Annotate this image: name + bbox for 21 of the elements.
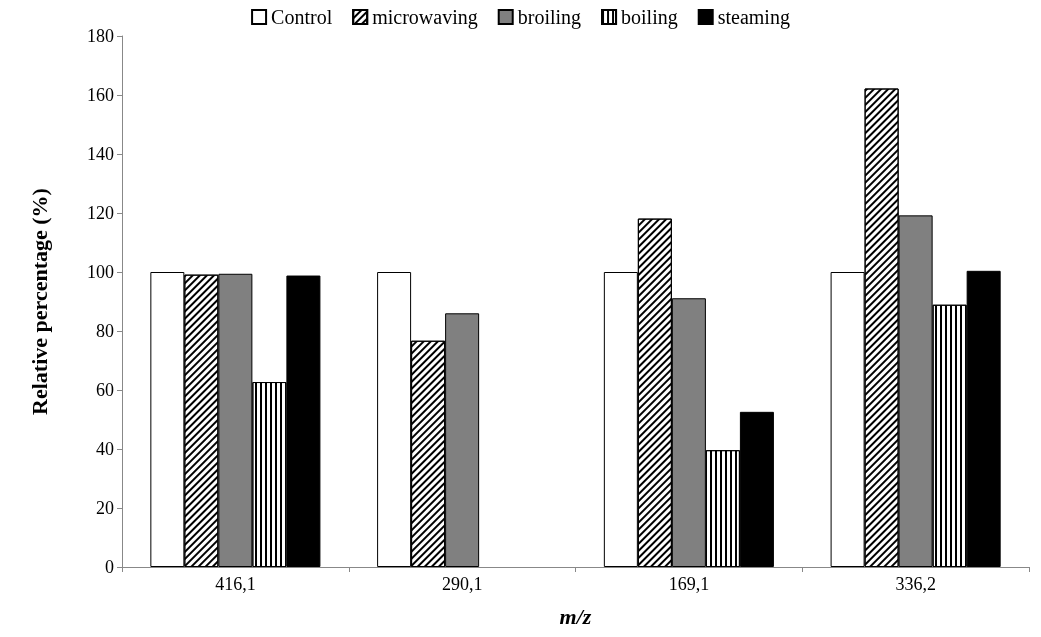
legend-label: microwaving: [372, 6, 478, 29]
y-tick-label: 100: [87, 262, 114, 282]
x-tick-label: 416,1: [215, 574, 256, 594]
x-axis-title: m/z: [559, 603, 592, 629]
x-tick-label: 336,2: [895, 574, 936, 594]
x-tick-label: 290,1: [441, 574, 483, 594]
y-tick-label: 40: [96, 439, 114, 459]
y-tick-label: 180: [87, 26, 114, 46]
legend-label: Control: [271, 6, 333, 28]
legend-label: broiling: [517, 6, 582, 29]
y-tick-label: 0: [105, 557, 114, 577]
y-tick-label: 20: [96, 498, 114, 518]
legend-label: boiling: [621, 6, 678, 29]
legend-label: steaming: [717, 6, 790, 29]
y-tick-label: 160: [87, 85, 114, 105]
y-tick-label: 60: [96, 380, 114, 400]
y-axis-title: Relative percentage (%): [26, 188, 52, 415]
y-tick-label: 140: [87, 144, 114, 164]
x-tick-label: 169,1: [668, 574, 710, 594]
y-tick-label: 80: [96, 321, 114, 341]
y-tick-label: 120: [87, 203, 114, 223]
